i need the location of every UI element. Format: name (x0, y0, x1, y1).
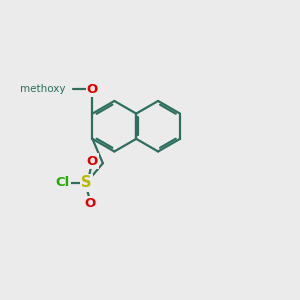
Text: Cl: Cl (55, 176, 69, 189)
Text: S: S (81, 175, 92, 190)
Text: O: O (86, 154, 98, 168)
Text: O: O (85, 197, 96, 210)
Text: O: O (87, 83, 98, 96)
Text: methoxy: methoxy (20, 84, 66, 94)
